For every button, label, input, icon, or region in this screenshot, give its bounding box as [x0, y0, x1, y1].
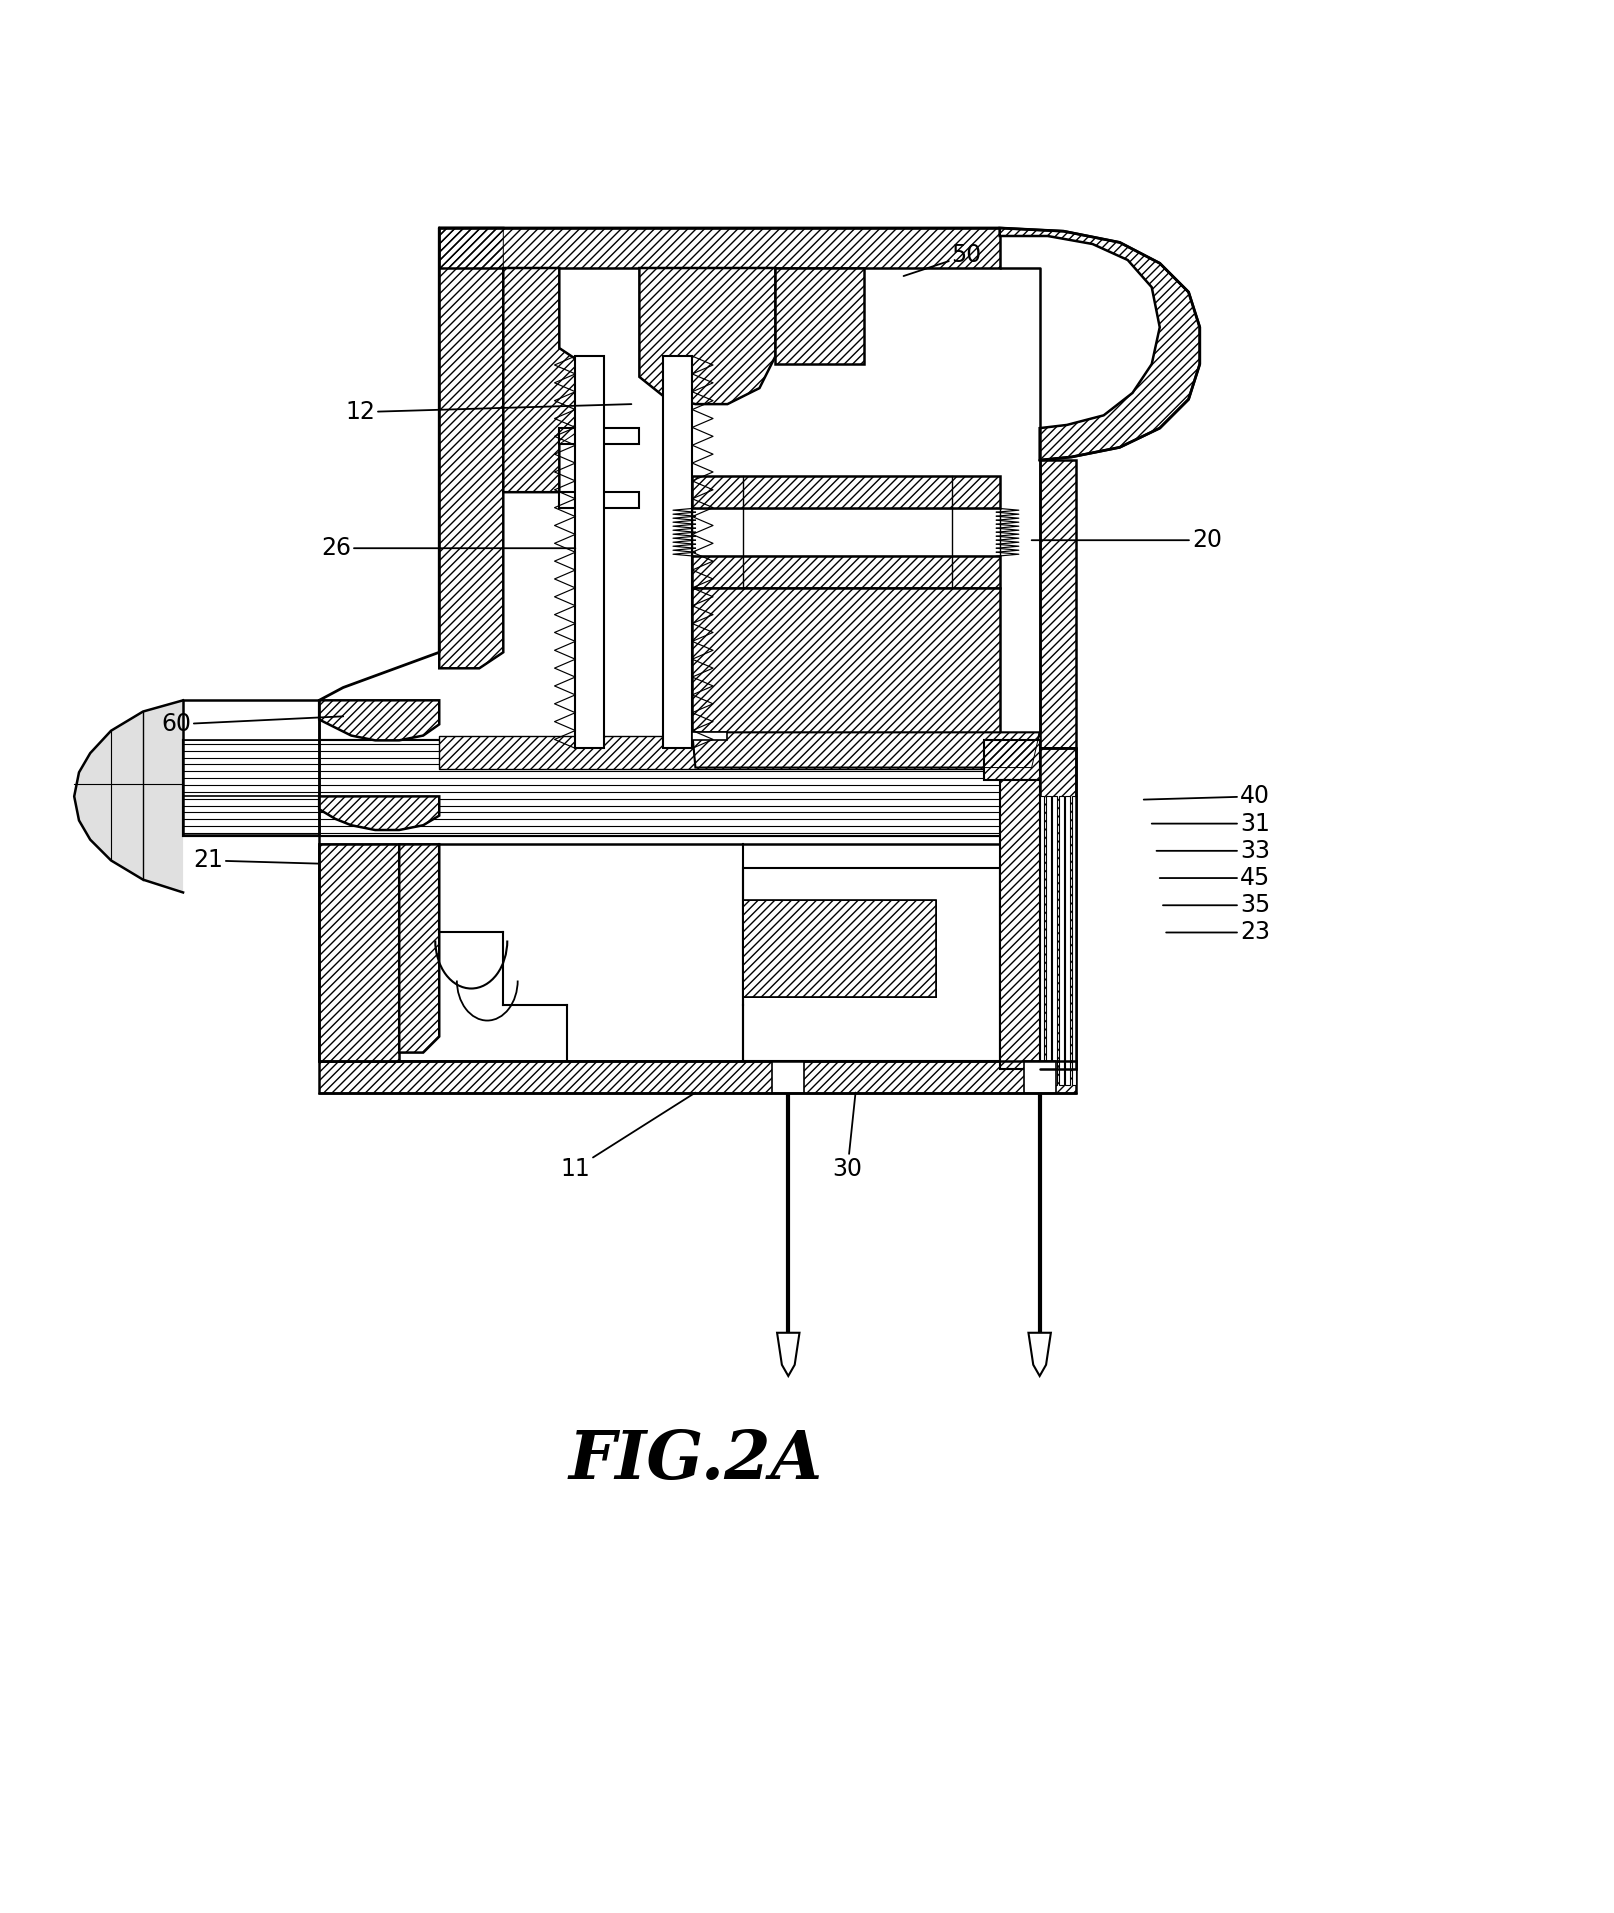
Polygon shape — [182, 700, 320, 834]
Polygon shape — [692, 476, 999, 509]
Text: 33: 33 — [1156, 838, 1269, 863]
Text: 26: 26 — [321, 536, 575, 561]
Polygon shape — [999, 781, 1039, 1069]
Polygon shape — [692, 557, 999, 587]
Text: 12: 12 — [345, 400, 631, 425]
Text: 11: 11 — [560, 1092, 696, 1180]
Polygon shape — [1052, 796, 1057, 1085]
Polygon shape — [692, 733, 726, 740]
Polygon shape — [983, 740, 1039, 781]
Polygon shape — [776, 1333, 799, 1375]
Text: 40: 40 — [1143, 784, 1269, 809]
Polygon shape — [639, 268, 775, 404]
Polygon shape — [692, 733, 1039, 767]
Polygon shape — [1039, 796, 1044, 1085]
Polygon shape — [504, 268, 583, 492]
Text: 21: 21 — [194, 849, 320, 872]
Polygon shape — [1023, 1060, 1056, 1092]
Polygon shape — [558, 492, 639, 509]
Polygon shape — [771, 1060, 804, 1092]
Polygon shape — [1039, 748, 1077, 1069]
Polygon shape — [320, 796, 439, 830]
Polygon shape — [439, 735, 1039, 769]
Polygon shape — [742, 869, 999, 1060]
Polygon shape — [182, 740, 1039, 836]
Text: 20: 20 — [1031, 528, 1222, 553]
Polygon shape — [663, 356, 692, 748]
Text: FIG.2A: FIG.2A — [568, 1429, 822, 1494]
Polygon shape — [320, 844, 1039, 1060]
Polygon shape — [1028, 1333, 1051, 1375]
Polygon shape — [1046, 796, 1051, 1085]
Text: 35: 35 — [1162, 893, 1269, 916]
Polygon shape — [692, 509, 999, 557]
Polygon shape — [1039, 461, 1077, 748]
Polygon shape — [439, 228, 999, 268]
Polygon shape — [320, 700, 439, 740]
Text: 60: 60 — [161, 712, 342, 737]
Polygon shape — [74, 700, 182, 893]
Polygon shape — [999, 228, 1199, 461]
Polygon shape — [742, 901, 935, 997]
Polygon shape — [320, 844, 399, 1060]
Text: 23: 23 — [1165, 920, 1269, 945]
Text: 45: 45 — [1159, 867, 1269, 890]
Polygon shape — [320, 1060, 1077, 1092]
Polygon shape — [1065, 796, 1070, 1085]
Polygon shape — [182, 740, 1039, 836]
Text: 50: 50 — [902, 243, 981, 275]
Polygon shape — [1072, 796, 1077, 1085]
Polygon shape — [439, 228, 504, 668]
Polygon shape — [399, 844, 439, 1052]
Polygon shape — [1059, 796, 1064, 1085]
Polygon shape — [692, 587, 999, 740]
Text: 30: 30 — [831, 1092, 862, 1180]
Polygon shape — [558, 429, 639, 444]
Polygon shape — [775, 268, 863, 363]
Polygon shape — [575, 356, 604, 748]
Text: 31: 31 — [1151, 811, 1269, 836]
